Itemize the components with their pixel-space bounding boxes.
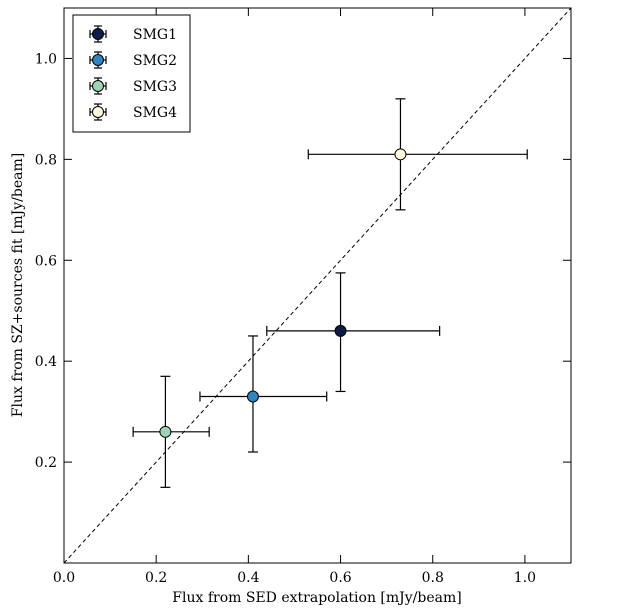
data-point-smg1 bbox=[266, 272, 441, 393]
legend-marker bbox=[92, 28, 104, 40]
x-tick-label: 1.0 bbox=[514, 570, 536, 586]
x-tick-label: 0.6 bbox=[329, 570, 351, 586]
legend-entry-smg3: SMG3 bbox=[89, 77, 177, 95]
data-point-smg2 bbox=[199, 335, 328, 453]
marker bbox=[334, 324, 347, 337]
marker bbox=[246, 390, 259, 403]
legend-label: SMG1 bbox=[133, 27, 177, 43]
legend-label: SMG3 bbox=[133, 79, 177, 95]
data-point-smg4 bbox=[307, 98, 528, 211]
legend-label: SMG4 bbox=[133, 105, 177, 121]
legend-marker bbox=[92, 106, 104, 118]
marker bbox=[394, 148, 407, 161]
x-tick-label: 0.8 bbox=[422, 570, 444, 586]
y-axis-label: Flux from SZ+sources fit [mJy/beam] bbox=[10, 153, 26, 417]
x-tick-label: 0.2 bbox=[145, 570, 167, 586]
x-tick-label: 0.0 bbox=[53, 570, 75, 586]
y-tick-label: 1.0 bbox=[35, 51, 57, 67]
plot-frame bbox=[63, 7, 572, 564]
legend-marker bbox=[92, 54, 104, 66]
legend-entry-smg2: SMG2 bbox=[89, 51, 177, 69]
x-tick-label: 0.4 bbox=[237, 570, 259, 586]
y-tick-label: 0.8 bbox=[35, 152, 57, 168]
legend-label: SMG2 bbox=[133, 53, 177, 69]
data-point-smg3 bbox=[132, 375, 210, 488]
y-tick-label: 0.6 bbox=[35, 253, 57, 269]
legend-marker bbox=[92, 80, 104, 92]
legend-entry-smg1: SMG1 bbox=[89, 25, 177, 43]
y-tick-label: 0.2 bbox=[35, 455, 57, 471]
one-to-one-line bbox=[63, 7, 572, 564]
y-tick-label: 0.4 bbox=[35, 354, 57, 370]
x-axis-label: Flux from SED extrapolation [mJy/beam] bbox=[172, 590, 461, 606]
legend-entry-smg4: SMG4 bbox=[89, 103, 177, 121]
marker bbox=[159, 425, 172, 438]
